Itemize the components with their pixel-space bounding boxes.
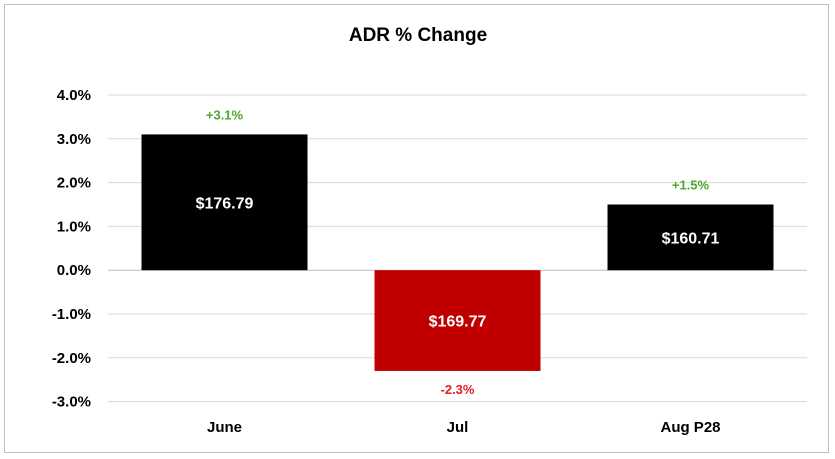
x-category-label: Aug P28 [660, 419, 720, 436]
y-tick-label: 3.0% [57, 131, 91, 148]
bar-value-label: $176.79 [196, 195, 254, 212]
y-tick-label: 0.0% [57, 262, 91, 279]
bar [141, 134, 308, 271]
percent-change-label: +3.1% [206, 107, 244, 122]
chart-title: ADR % Change [349, 25, 487, 46]
x-category-label: Jul [447, 419, 469, 436]
percent-change-label: +1.5% [672, 178, 710, 193]
y-tick-label: 4.0% [57, 87, 91, 104]
y-tick-label: -1.0% [52, 306, 91, 323]
data-labels: $176.79 +3.1% $169.77 -2.3% $160.71 +1.5% [196, 107, 720, 397]
y-axis-ticks: 4.0% 3.0% 2.0% 1.0% 0.0% -1.0% -2.0% -3.0% [52, 87, 91, 411]
bar [374, 270, 541, 371]
x-axis-categories: June Jul Aug P28 [207, 419, 721, 436]
percent-change-label: -2.3% [441, 382, 475, 397]
bar-value-label: $160.71 [662, 230, 720, 247]
y-tick-label: 1.0% [57, 218, 91, 235]
y-tick-label: -3.0% [52, 394, 91, 411]
bar-value-label: $169.77 [429, 314, 487, 331]
y-tick-label: -2.0% [52, 350, 91, 367]
bar [607, 204, 774, 271]
x-category-label: June [207, 419, 242, 436]
bars [141, 134, 774, 371]
y-tick-label: 2.0% [57, 175, 91, 192]
